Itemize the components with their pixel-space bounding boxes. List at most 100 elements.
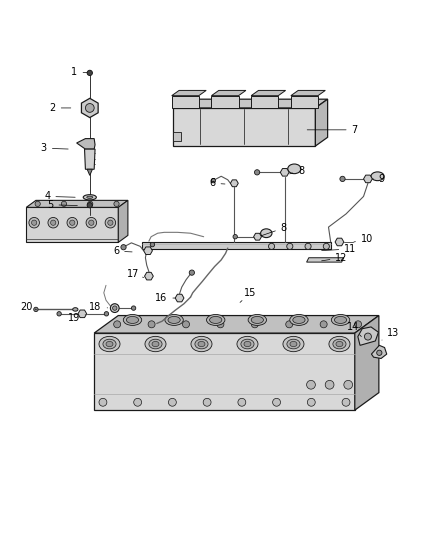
Polygon shape [94, 333, 355, 410]
Circle shape [233, 235, 237, 239]
Text: 19: 19 [67, 313, 85, 323]
Text: 8: 8 [290, 166, 304, 176]
Circle shape [364, 333, 371, 340]
Polygon shape [173, 108, 315, 146]
Ellipse shape [83, 195, 96, 200]
Ellipse shape [287, 339, 300, 349]
Circle shape [150, 243, 155, 247]
Text: 10: 10 [354, 235, 373, 244]
Circle shape [340, 176, 345, 182]
Ellipse shape [73, 308, 78, 311]
Circle shape [88, 201, 93, 206]
Circle shape [35, 201, 40, 206]
Circle shape [87, 70, 92, 76]
Circle shape [99, 398, 107, 406]
Text: 17: 17 [127, 269, 144, 279]
Polygon shape [85, 149, 95, 169]
Circle shape [354, 321, 362, 328]
Polygon shape [251, 91, 286, 96]
Ellipse shape [371, 172, 384, 181]
Polygon shape [94, 316, 379, 333]
Circle shape [104, 312, 109, 316]
Polygon shape [358, 327, 378, 345]
Ellipse shape [207, 314, 225, 326]
Polygon shape [173, 99, 328, 108]
Polygon shape [81, 98, 98, 118]
Polygon shape [212, 96, 239, 108]
Circle shape [217, 321, 224, 328]
Text: 6: 6 [209, 178, 225, 188]
Text: 14: 14 [346, 322, 361, 336]
Ellipse shape [283, 336, 304, 352]
Circle shape [50, 220, 56, 225]
Ellipse shape [288, 164, 301, 174]
Circle shape [238, 398, 246, 406]
Circle shape [105, 217, 116, 228]
Circle shape [183, 321, 190, 328]
Text: 2: 2 [49, 103, 71, 113]
Ellipse shape [87, 196, 93, 198]
Polygon shape [144, 247, 152, 255]
Ellipse shape [191, 336, 212, 352]
Ellipse shape [248, 314, 266, 326]
Circle shape [114, 321, 121, 328]
Circle shape [110, 304, 119, 312]
Circle shape [307, 381, 315, 389]
Polygon shape [315, 99, 328, 146]
Polygon shape [173, 132, 181, 141]
Polygon shape [212, 91, 246, 96]
Text: 9: 9 [373, 174, 385, 184]
Circle shape [48, 217, 58, 228]
Ellipse shape [165, 314, 184, 326]
Circle shape [305, 243, 311, 249]
Ellipse shape [334, 317, 346, 324]
Circle shape [268, 243, 275, 249]
Circle shape [134, 398, 141, 406]
Ellipse shape [290, 314, 308, 326]
Polygon shape [355, 316, 379, 410]
Text: 18: 18 [89, 302, 108, 312]
Circle shape [251, 321, 258, 328]
Polygon shape [145, 272, 153, 280]
Circle shape [325, 381, 334, 389]
Circle shape [114, 201, 119, 206]
Ellipse shape [261, 229, 272, 238]
Circle shape [286, 321, 293, 328]
Polygon shape [335, 238, 344, 246]
Polygon shape [26, 200, 128, 207]
Polygon shape [364, 175, 372, 183]
Circle shape [67, 217, 78, 228]
Text: 5: 5 [47, 200, 78, 210]
Text: 16: 16 [155, 293, 175, 303]
Ellipse shape [336, 342, 343, 346]
Circle shape [85, 103, 94, 112]
Circle shape [108, 220, 113, 225]
Polygon shape [175, 294, 184, 302]
Text: 20: 20 [20, 302, 36, 312]
Circle shape [320, 321, 327, 328]
Ellipse shape [127, 317, 139, 324]
Circle shape [377, 350, 382, 356]
Ellipse shape [152, 342, 159, 346]
Text: 3: 3 [41, 143, 68, 154]
Polygon shape [77, 139, 95, 149]
Text: 12: 12 [321, 253, 348, 263]
Ellipse shape [329, 336, 350, 352]
Polygon shape [291, 96, 318, 108]
Ellipse shape [244, 342, 251, 346]
Circle shape [70, 220, 75, 225]
Ellipse shape [251, 317, 263, 324]
Circle shape [61, 201, 67, 206]
Polygon shape [280, 168, 289, 176]
Ellipse shape [168, 317, 180, 324]
Circle shape [169, 398, 177, 406]
Circle shape [344, 381, 353, 389]
FancyBboxPatch shape [142, 242, 331, 249]
Ellipse shape [198, 342, 205, 346]
Polygon shape [371, 345, 387, 359]
Text: 13: 13 [382, 328, 399, 340]
Text: 15: 15 [240, 288, 257, 302]
Circle shape [272, 398, 280, 406]
Text: 6: 6 [113, 246, 132, 256]
Polygon shape [251, 96, 278, 108]
